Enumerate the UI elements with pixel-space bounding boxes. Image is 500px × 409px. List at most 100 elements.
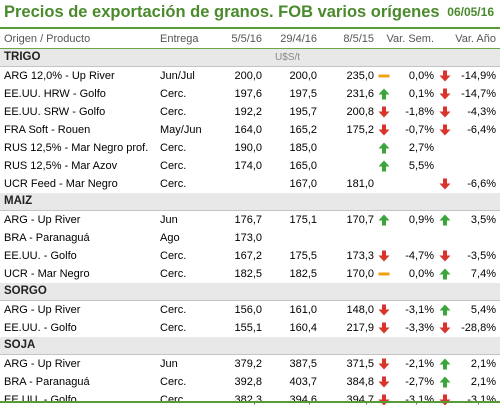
- table-row: ARG - Up River Cerc. 156,0 161,0 148,0 -3,1% 5…: [0, 301, 500, 319]
- cell-price-5-5-16: 192,2: [234, 106, 262, 118]
- cell-var-year: 7,4%: [470, 268, 496, 280]
- cell-price-8-5-15: 175,2: [346, 124, 374, 136]
- header-divider: [0, 48, 500, 49]
- cell-delivery: Cerc.: [160, 304, 187, 316]
- cell-var-week: 5,5%: [408, 160, 434, 172]
- cell-delivery: May/Jun: [160, 124, 202, 136]
- cell-price-8-5-15: 148,0: [346, 304, 374, 316]
- cell-product: BRA - Paranaguá: [4, 232, 90, 244]
- cell-price-8-5-15: 384,8: [346, 376, 374, 388]
- cell-delivery: Jun: [160, 214, 178, 226]
- cell-var-year: 2,1%: [470, 376, 496, 388]
- cell-price-8-5-15: 231,6: [346, 88, 374, 100]
- cell-price-5-5-16: 382,3: [234, 394, 262, 406]
- cell-price-8-5-15: 181,0: [346, 178, 374, 190]
- table-row: UCR - Mar Negro Cerc. 182,5 182,5 170,0 0,0% 7…: [0, 265, 500, 283]
- cell-price-5-5-16: 200,0: [234, 70, 262, 82]
- cell-product: RUS 12,5% - Mar Negro prof.: [4, 142, 149, 154]
- cell-product: FRA Soft - Rouen: [4, 124, 91, 136]
- cell-delivery: Cerc.: [160, 160, 187, 172]
- cell-product: EE.UU. HRW - Golfo: [4, 88, 106, 100]
- cell-var-week: -2,1%: [405, 358, 434, 370]
- cell-price-5-5-16: 173,0: [234, 232, 262, 244]
- cell-delivery: Cerc.: [160, 142, 187, 154]
- cell-var-week: -4,7%: [405, 250, 434, 262]
- cell-product: EE.UU. SRW - Golfo: [4, 106, 106, 118]
- cell-delivery: Cerc.: [160, 376, 187, 388]
- header-delivery: Entrega: [160, 33, 199, 45]
- cell-price-5-5-16: 155,1: [234, 322, 262, 334]
- arrow-up-icon: [439, 304, 451, 316]
- arrow-up-icon: [439, 358, 451, 370]
- title-divider: [0, 27, 500, 29]
- cell-price-8-5-15: 394,7: [346, 394, 374, 406]
- cell-product: RUS 12,5% - Mar Azov: [4, 160, 118, 172]
- cell-price-29-4-16: 161,0: [289, 304, 317, 316]
- cell-delivery: Jun: [160, 358, 178, 370]
- report-date: 06/05/16: [447, 5, 494, 19]
- header-col-3: 8/5/15: [343, 33, 374, 45]
- header-product: Origen / Producto: [4, 33, 91, 45]
- section-name: SORGO: [4, 285, 47, 297]
- cell-product: UCR - Mar Negro: [4, 268, 90, 280]
- flat-dash-icon: [378, 74, 390, 78]
- cell-var-year: -14,9%: [461, 70, 496, 82]
- table-row: EE.UU. - Golfo Cerc. 382,3 394,6 394,7 -3,1% -…: [0, 391, 500, 409]
- cell-price-8-5-15: 235,0: [346, 70, 374, 82]
- cell-price-5-5-16: 167,2: [234, 250, 262, 262]
- arrow-down-icon: [378, 106, 390, 118]
- cell-price-29-4-16: 165,2: [289, 124, 317, 136]
- arrow-up-icon: [378, 160, 390, 172]
- cell-price-5-5-16: 379,2: [234, 358, 262, 370]
- header-var-year: Var. Año: [455, 33, 496, 45]
- cell-delivery: Ago: [160, 232, 180, 244]
- header-col-2: 29/4/16: [280, 33, 317, 45]
- cell-price-29-4-16: 175,1: [289, 214, 317, 226]
- table-row: BRA - Paranaguá Cerc. 392,8 403,7 384,8 -2,7%…: [0, 373, 500, 391]
- arrow-down-icon: [439, 70, 451, 82]
- cell-price-29-4-16: 195,7: [289, 106, 317, 118]
- arrow-down-icon: [378, 358, 390, 370]
- header-col-1: 5/5/16: [231, 33, 262, 45]
- cell-var-year: -6,6%: [467, 178, 496, 190]
- cell-var-week: -3,1%: [405, 304, 434, 316]
- arrow-down-icon: [378, 394, 390, 406]
- cell-price-29-4-16: 387,5: [289, 358, 317, 370]
- cell-var-week: 0,0%: [408, 70, 434, 82]
- cell-price-8-5-15: 173,3: [346, 250, 374, 262]
- cell-price-8-5-15: 200,8: [346, 106, 374, 118]
- cell-delivery: Cerc.: [160, 178, 187, 190]
- table-header: Origen / Producto Entrega 5/5/16 29/4/16…: [0, 30, 500, 48]
- cell-product: ARG - Up River: [4, 304, 81, 316]
- table-row: BRA - Paranaguá Ago 173,0: [0, 229, 500, 247]
- cell-price-5-5-16: 392,8: [234, 376, 262, 388]
- arrow-down-icon: [439, 394, 451, 406]
- cell-price-29-4-16: 165,0: [289, 160, 317, 172]
- arrow-down-icon: [439, 124, 451, 136]
- cell-price-5-5-16: 176,7: [234, 214, 262, 226]
- section-header: SOJA: [0, 337, 500, 355]
- cell-delivery: Jun/Jul: [160, 70, 195, 82]
- arrow-down-icon: [378, 376, 390, 388]
- cell-price-5-5-16: 174,0: [234, 160, 262, 172]
- cell-var-year: -6,4%: [467, 124, 496, 136]
- cell-var-week: -3,3%: [405, 322, 434, 334]
- cell-price-29-4-16: 175,5: [289, 250, 317, 262]
- cell-product: EE.UU. - Golfo: [4, 394, 77, 406]
- cell-var-year: 5,4%: [470, 304, 496, 316]
- cell-price-8-5-15: 217,9: [346, 322, 374, 334]
- table-row: ARG - Up River Jun 379,2 387,5 371,5 -2,1% 2,1…: [0, 355, 500, 373]
- arrow-down-icon: [439, 178, 451, 190]
- cell-var-week: 0,9%: [408, 214, 434, 226]
- section-name: TRIGO: [4, 51, 41, 63]
- cell-price-5-5-16: 190,0: [234, 142, 262, 154]
- cell-var-year: -28,8%: [461, 322, 496, 334]
- cell-var-year: -3,5%: [467, 250, 496, 262]
- cell-price-5-5-16: 182,5: [234, 268, 262, 280]
- cell-price-8-5-15: 170,7: [346, 214, 374, 226]
- cell-product: ARG - Up River: [4, 358, 81, 370]
- arrow-down-icon: [439, 322, 451, 334]
- cell-product: ARG 12,0% - Up River: [4, 70, 115, 82]
- bottom-divider: [0, 401, 500, 403]
- cell-product: BRA - Paranaguá: [4, 376, 90, 388]
